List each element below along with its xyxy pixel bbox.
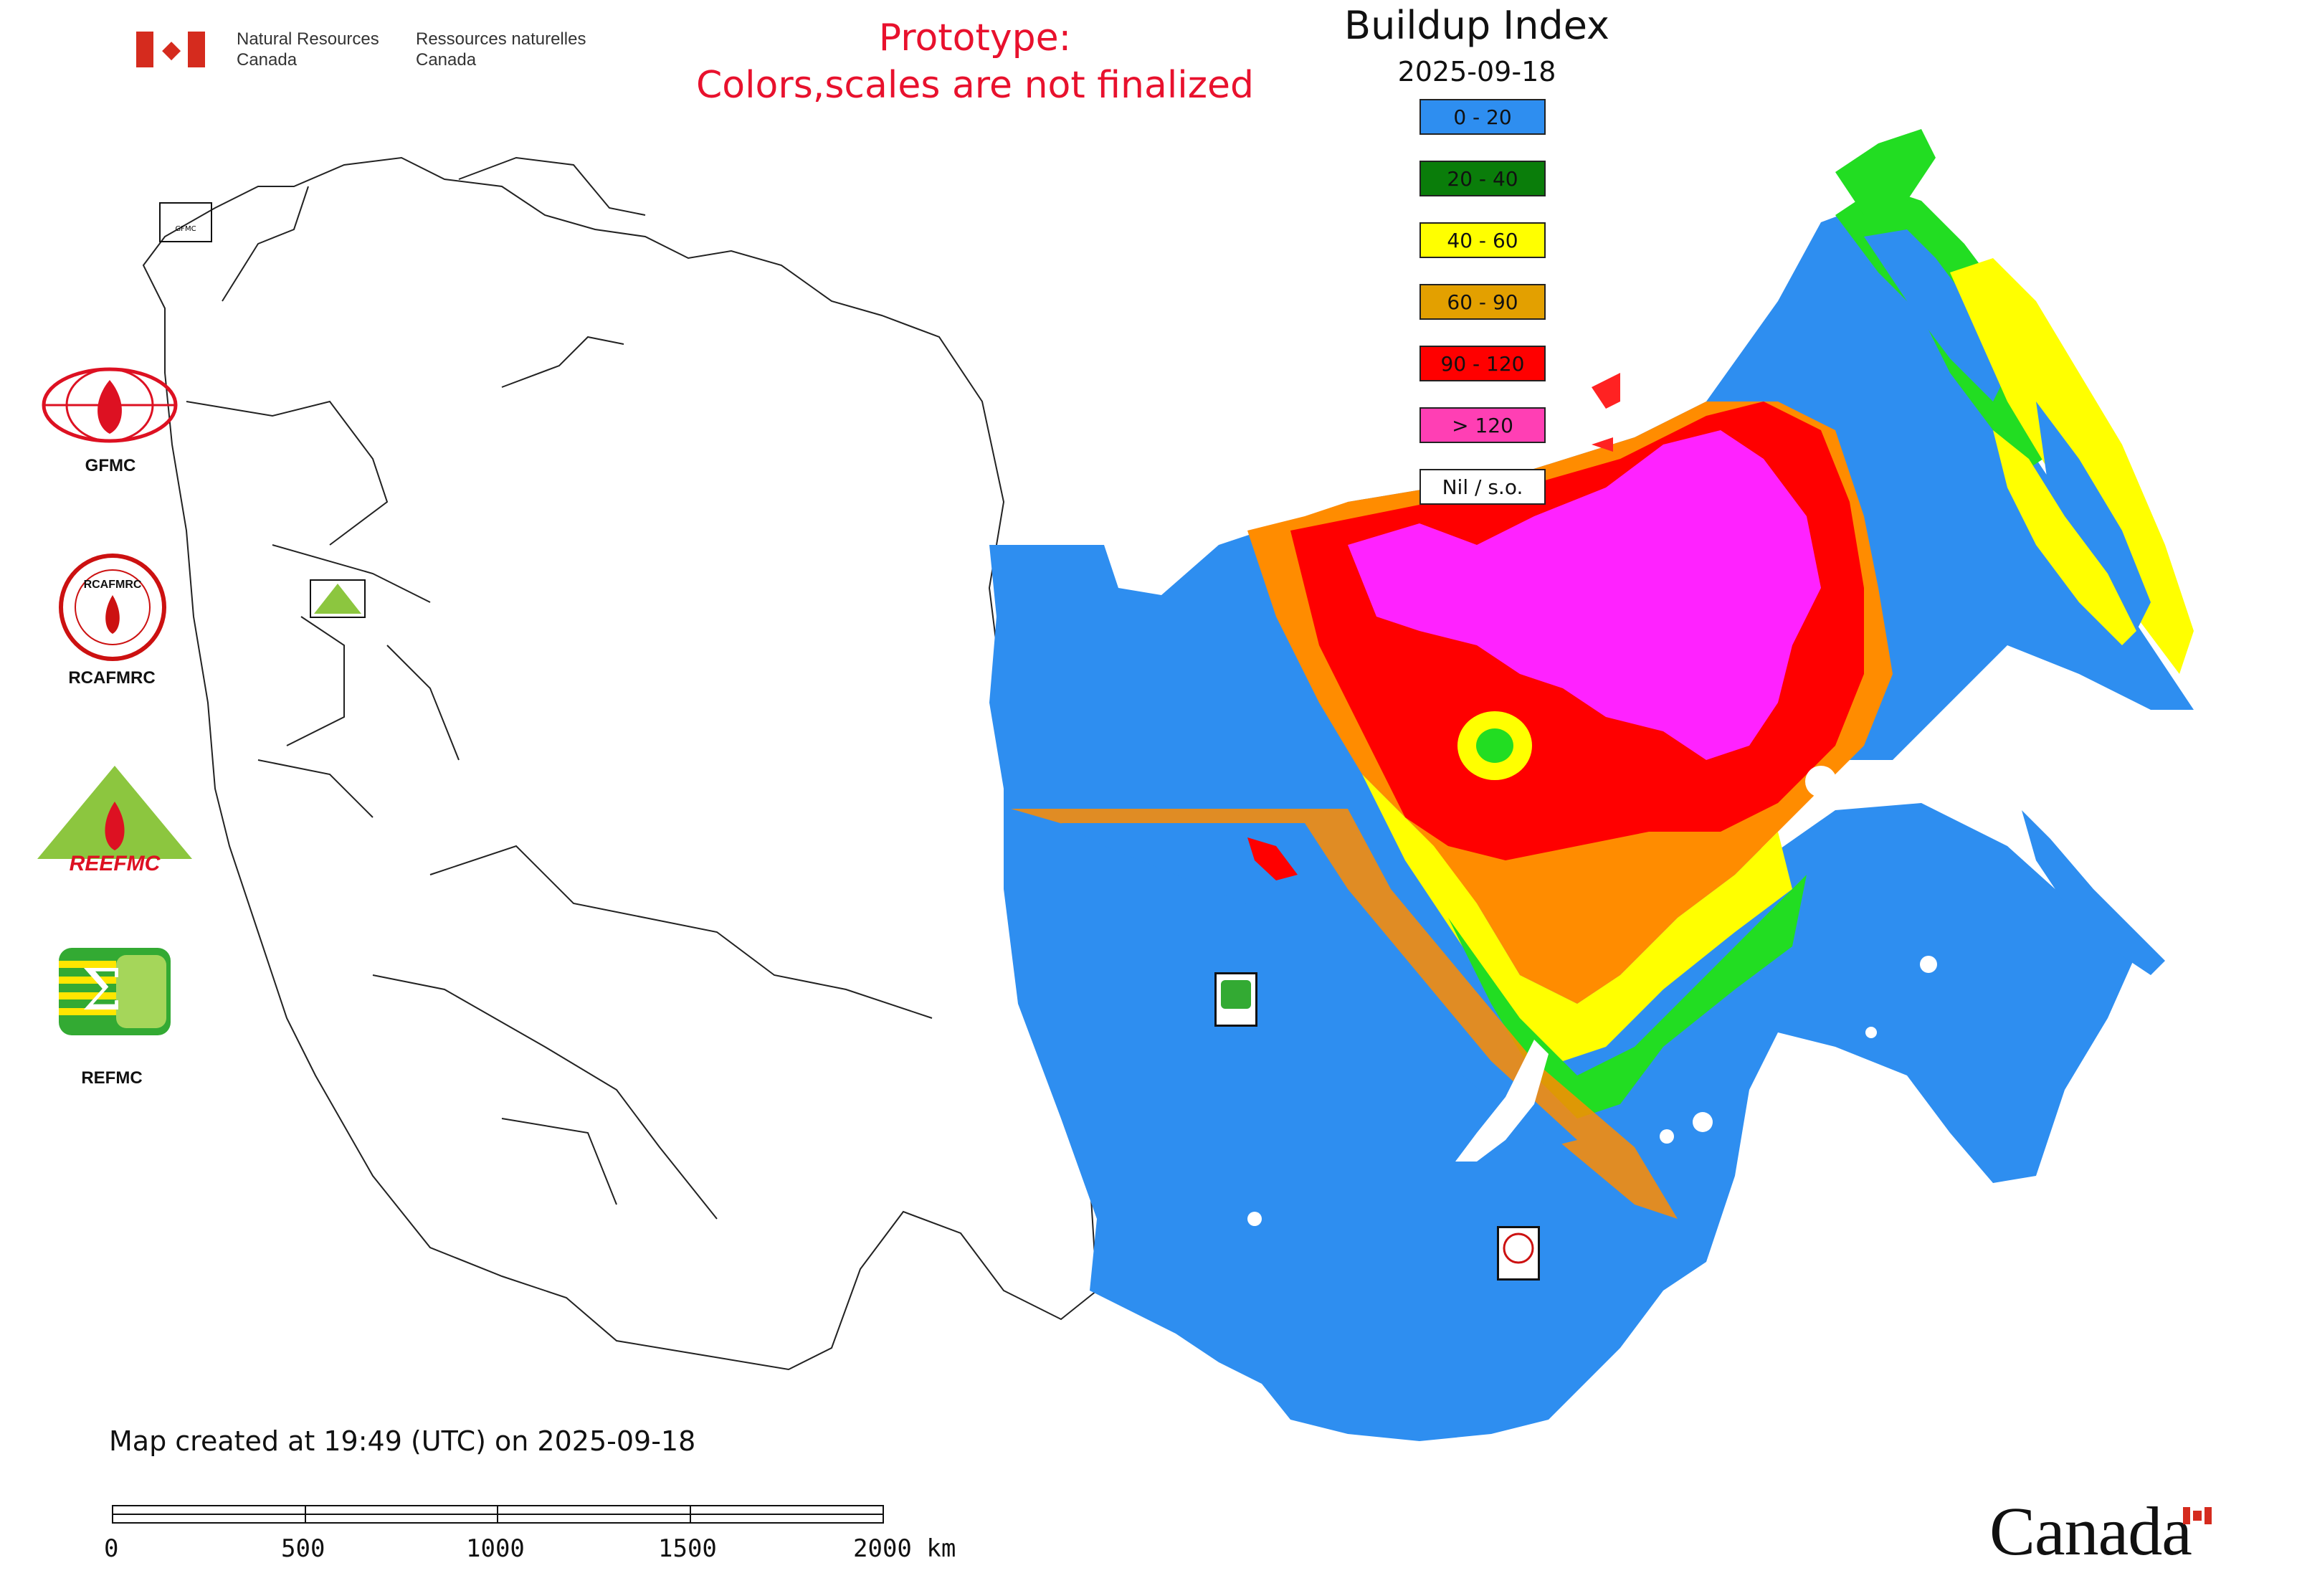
legend-swatch-label: Nil / s.o. bbox=[1442, 475, 1523, 499]
nrcan-french: Ressources naturelles Canada bbox=[416, 29, 586, 70]
legend-swatch-label: 0 - 20 bbox=[1453, 105, 1512, 129]
rcafmrc-logo: RCAFMRC bbox=[57, 552, 168, 662]
gfmc-label: GFMC bbox=[85, 456, 136, 475]
gfmc-logo bbox=[42, 366, 178, 445]
scale-tick-1000: 1000 bbox=[466, 1534, 525, 1563]
scale-tick-500: 500 bbox=[281, 1534, 325, 1563]
legend-swatch-6: Nil / s.o. bbox=[1419, 469, 1546, 505]
legend-swatch-label: 60 - 90 bbox=[1447, 290, 1518, 314]
rcafmrc-seal-icon: RCAFMRC bbox=[59, 554, 166, 661]
government-signature: ◆ Natural Resources Canada Ressources na… bbox=[136, 29, 595, 79]
rcafmrc-map-marker bbox=[1497, 1226, 1540, 1281]
legend-title: Buildup Index bbox=[1344, 3, 1609, 48]
legend-swatch-1: 20 - 40 bbox=[1419, 161, 1546, 196]
gfmc-globe-icon bbox=[42, 367, 178, 443]
reefmc-map-marker bbox=[310, 579, 366, 618]
svg-text:RCAFMRC: RCAFMRC bbox=[84, 579, 142, 591]
svg-text:Σ: Σ bbox=[82, 956, 123, 1023]
legend-swatch-2: 40 - 60 bbox=[1419, 222, 1546, 258]
legend-swatch-3: 60 - 90 bbox=[1419, 284, 1546, 320]
legend-swatch-label: > 120 bbox=[1452, 413, 1513, 437]
shaded-region bbox=[989, 129, 2194, 1441]
country-outlines bbox=[142, 156, 1098, 1371]
reefmc-triangle-icon: REEFMC bbox=[37, 766, 192, 875]
refmc-sigma-icon: Σ bbox=[59, 948, 171, 1035]
legend-date: 2025-09-18 bbox=[1397, 56, 1556, 87]
refmc-map-marker bbox=[1214, 972, 1257, 1027]
canada-flag-icon: ◆ bbox=[136, 32, 205, 67]
legend-swatch-4: 90 - 120 bbox=[1419, 346, 1546, 381]
nrcan-fr-line2: Canada bbox=[416, 50, 477, 70]
legend-swatch-label: 20 - 40 bbox=[1447, 166, 1518, 191]
wordmark-flag-icon bbox=[2183, 1507, 2212, 1524]
reefmc-logo: REEFMC bbox=[37, 766, 192, 875]
prototype-notice: Prototype: Colors,scales are not finaliz… bbox=[617, 14, 1333, 109]
legend-swatch-label: 90 - 120 bbox=[1440, 351, 1525, 376]
scale-bar bbox=[112, 1505, 884, 1524]
legend-swatch-label: 40 - 60 bbox=[1447, 228, 1518, 252]
scale-tick-0: 0 bbox=[104, 1534, 119, 1563]
prototype-line1: Prototype: bbox=[878, 16, 1072, 60]
nrcan-en-line2: Canada bbox=[237, 50, 298, 70]
nrcan-english: Natural Resources Canada bbox=[237, 29, 379, 70]
nrcan-en-line1: Natural Resources bbox=[237, 29, 379, 49]
legend-swatch-5: > 120 bbox=[1419, 407, 1546, 443]
canada-wordmark: Canada bbox=[1989, 1491, 2212, 1571]
scale-tick-2000: 2000 km bbox=[853, 1534, 956, 1563]
nrcan-fr-line1: Ressources naturelles bbox=[416, 29, 586, 49]
svg-text:REEFMC: REEFMC bbox=[70, 852, 161, 873]
gfmc-map-marker: GFMC bbox=[159, 202, 212, 242]
map-created-timestamp: Map created at 19:49 (UTC) on 2025-09-18 bbox=[109, 1425, 696, 1457]
scale-tick-1500: 1500 bbox=[658, 1534, 717, 1563]
prototype-line2: Colors,scales are not finalized bbox=[695, 64, 1255, 107]
refmc-logo: Σ bbox=[59, 948, 171, 1035]
rcafmrc-label: RCAFMRC bbox=[68, 668, 156, 688]
legend-swatch-0: 0 - 20 bbox=[1419, 99, 1546, 135]
refmc-label: REFMC bbox=[81, 1068, 143, 1088]
canada-wordmark-text: Canada bbox=[1989, 1493, 2192, 1569]
